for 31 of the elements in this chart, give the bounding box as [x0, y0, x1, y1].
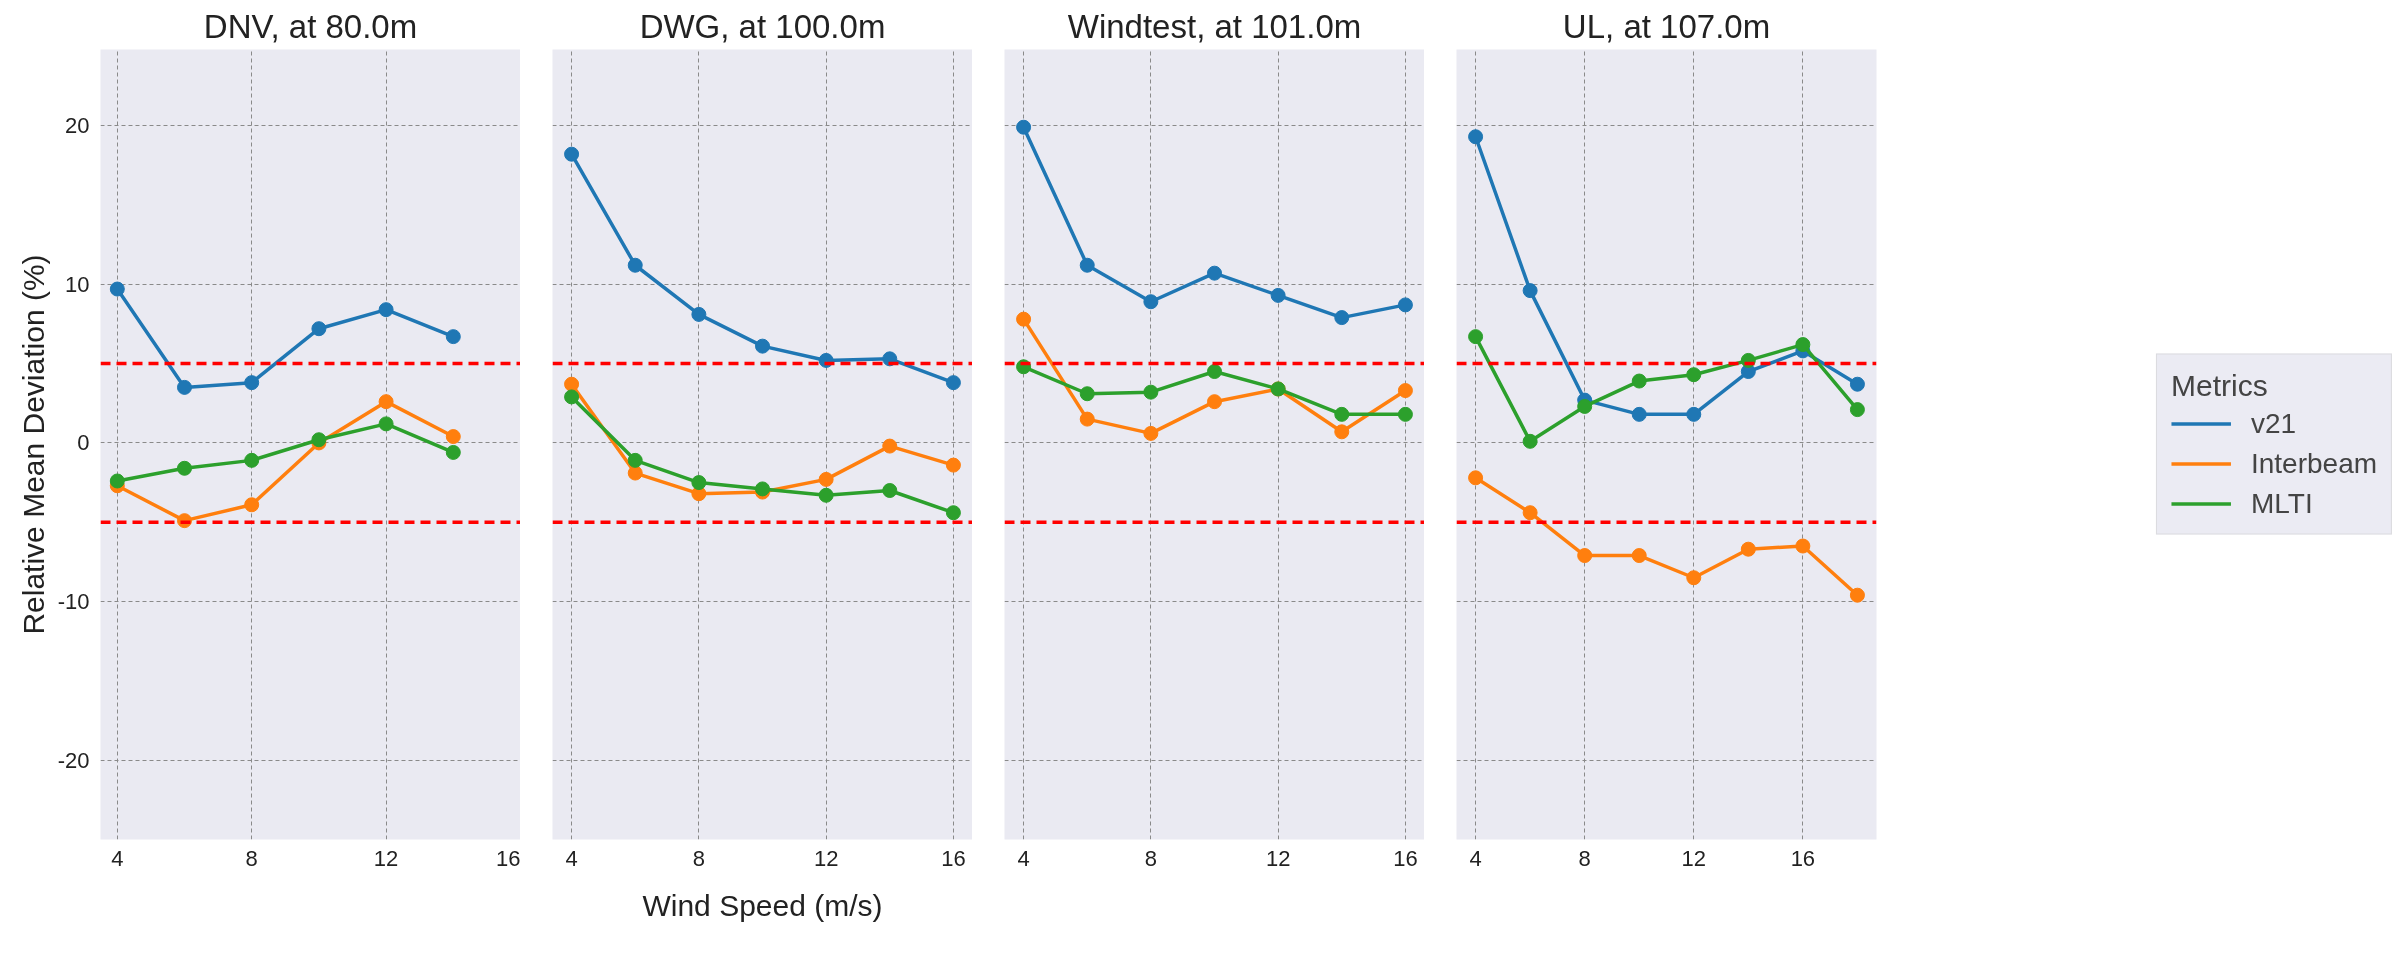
chart-title: UL, at 107.0m	[1562, 7, 1771, 45]
chart-title: DWG, at 100.0m	[639, 7, 886, 45]
x-tick-label: 12	[373, 845, 399, 871]
x-tick-label: 8	[1578, 845, 1591, 871]
x-tick-label: 8	[692, 845, 705, 871]
y-tick-label: 0	[77, 430, 90, 456]
legend-title: Metrics	[2170, 368, 2269, 403]
y-tick-label: -10	[57, 589, 90, 615]
x-tick-label: 16	[496, 845, 521, 871]
chart-title: Windtest, at 101.0m	[1067, 7, 1362, 45]
x-tick-label: 4	[1017, 845, 1030, 871]
legend-label: v21	[2250, 407, 2297, 440]
x-tick-label: 8	[1144, 845, 1157, 871]
legend-label: Interbeam	[2250, 447, 2378, 480]
chart-title: DNV, at 80.0m	[203, 7, 418, 45]
x-tick-label: 4	[565, 845, 578, 871]
y-tick-label: 10	[65, 271, 90, 297]
y-axis-title: Relative Mean Deviation (%)	[16, 254, 50, 635]
x-tick-label: 16	[941, 845, 966, 871]
x-tick-label: 4	[111, 845, 124, 871]
y-tick-label: -20	[57, 747, 90, 773]
legend-label: MLTI	[2250, 487, 2313, 520]
x-tick-label: 12	[1681, 845, 1707, 871]
x-tick-label: 16	[1790, 845, 1816, 871]
x-tick-label: 12	[813, 845, 839, 871]
x-tick-label: 16	[1393, 845, 1418, 871]
x-tick-label: 4	[1469, 845, 1482, 871]
x-tick-label: 12	[1265, 845, 1291, 871]
y-tick-label: 20	[65, 113, 90, 139]
x-tick-label: 8	[245, 845, 258, 871]
x-axis-title: Wind Speed (m/s)	[642, 888, 883, 922]
